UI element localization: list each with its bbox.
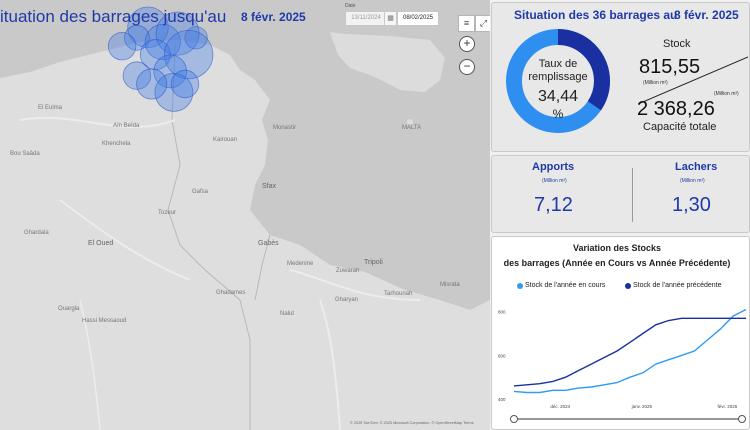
fill-rate-donut[interactable] bbox=[503, 26, 613, 136]
map-place-label: Ghadames bbox=[216, 290, 246, 296]
capacity-unit: (Million m³) bbox=[714, 91, 739, 97]
zoom-out-button[interactable]: − bbox=[459, 59, 475, 75]
map-place-label: Monastir bbox=[273, 125, 297, 131]
map-place-label: Hassi Messaoud bbox=[82, 318, 127, 324]
legend-current-marker bbox=[517, 283, 523, 289]
x-tick-label: févr. 2025 bbox=[717, 404, 737, 409]
date-filter-label: Date bbox=[345, 3, 356, 9]
map-place-label: Ouargla bbox=[58, 306, 80, 312]
map-place-label: Misrata bbox=[440, 282, 460, 288]
fill-rate-label: Taux de bbox=[538, 58, 578, 70]
map-place-label: Nalut bbox=[280, 311, 295, 317]
kpi-title: Situation des 36 barrages au bbox=[514, 8, 678, 22]
calendar-icon[interactable]: ▦ bbox=[384, 11, 397, 26]
reservoir-bubbles[interactable] bbox=[107, 6, 214, 112]
map-place-label: Tripoli bbox=[364, 259, 383, 266]
y-tick-label: 400 bbox=[498, 397, 506, 402]
focus-mode-icon[interactable]: ⤢ bbox=[475, 15, 490, 32]
map-attribution[interactable]: © 2025 TomTom, © 2025 Microsoft Corporat… bbox=[350, 421, 474, 425]
stock-value: 815,55 bbox=[639, 56, 701, 78]
reservoir-bubble[interactable] bbox=[153, 54, 188, 89]
apports-unit: (Million m³) bbox=[542, 178, 567, 184]
page-title: ituation des barrages jusqu'au bbox=[0, 7, 227, 26]
map-canvas[interactable] bbox=[0, 0, 490, 430]
map-place-label: Gharyan bbox=[335, 297, 359, 303]
reservoir-bubble[interactable] bbox=[136, 68, 168, 100]
map-place-label: Medenine bbox=[287, 261, 314, 267]
reservoir-bubble[interactable] bbox=[164, 29, 214, 80]
x-tick-label: janv. 2025 bbox=[631, 404, 653, 409]
legend-previous-marker bbox=[625, 283, 631, 289]
map-place-label: Gabès bbox=[258, 240, 279, 247]
y-tick-label: 800 bbox=[498, 310, 506, 315]
apports-label: Apports bbox=[532, 161, 575, 173]
lachers-unit: (Million m³) bbox=[680, 178, 705, 184]
kpi-card: Situation des 36 barrages au 8 févr. 202… bbox=[491, 2, 750, 152]
stock-line-chart[interactable]: 400 600 800 déc. 2024 janv. 2025 févr. 2025 bbox=[492, 299, 749, 427]
divider-line bbox=[638, 56, 748, 105]
reservoir-bubble[interactable] bbox=[107, 32, 137, 61]
reservoir-bubble[interactable] bbox=[127, 6, 169, 48]
capacity-label: Capacité totale bbox=[643, 121, 717, 133]
map-place-label: Aïn Beïda bbox=[113, 123, 140, 129]
map-place-label: El Oued bbox=[88, 240, 114, 247]
zoom-in-button[interactable]: + bbox=[459, 36, 475, 52]
page-date: 8 févr. 2025 bbox=[241, 10, 306, 24]
map-place-label: Kairouan bbox=[213, 137, 238, 143]
series-line-previous[interactable] bbox=[513, 317, 746, 387]
map-place-label: Zuwarah bbox=[336, 268, 360, 274]
legend-previous[interactable]: Stock de l'année précédente bbox=[633, 282, 722, 289]
map-visual[interactable]: ituation des barrages jusqu'au 8 févr. 2… bbox=[0, 0, 490, 430]
x-tick-label: déc. 2024 bbox=[550, 404, 570, 409]
map-place-label: El Eulma bbox=[38, 105, 63, 111]
stock-label: Stock bbox=[663, 38, 691, 50]
flows-divider bbox=[632, 168, 633, 222]
scrollbar-handle[interactable] bbox=[510, 415, 518, 423]
map-place-label: Tozeur bbox=[158, 210, 177, 216]
reservoir-bubble[interactable] bbox=[122, 61, 152, 90]
map-place-label: Bou Saâda bbox=[10, 151, 40, 157]
apports-value: 7,12 bbox=[534, 194, 573, 216]
map-place-label: Tarhounah bbox=[384, 291, 413, 297]
fill-rate-value: 34,44 bbox=[537, 88, 579, 105]
series-line-current[interactable] bbox=[513, 308, 747, 394]
chart-title: Variation des Stocks bbox=[572, 243, 662, 253]
map-place-label: Khenchela bbox=[102, 141, 131, 147]
donut-fill-arc bbox=[506, 29, 610, 133]
reservoir-bubble[interactable] bbox=[170, 69, 200, 99]
fill-rate-label: remplissage bbox=[528, 71, 588, 83]
date-from-input[interactable]: 13/11/2024 bbox=[345, 11, 387, 26]
capacity-value: 2 368,26 bbox=[637, 98, 715, 120]
stock-unit: (Million m³) bbox=[643, 80, 668, 86]
kpi-date: 8 févr. 2025 bbox=[674, 8, 739, 22]
map-place-label: Sfax bbox=[262, 183, 277, 190]
legend-current[interactable]: Stock de l'année en cours bbox=[525, 282, 606, 289]
chart-subtitle: des barrages (Année en Cours vs Année Pr… bbox=[503, 258, 731, 268]
reservoir-bubble[interactable] bbox=[123, 24, 150, 51]
date-to-input[interactable]: 08/02/2025 bbox=[397, 11, 439, 26]
variation-card: Variation des Stocks des barrages (Année… bbox=[491, 236, 750, 430]
map-place-label: MALTA bbox=[402, 125, 422, 131]
fill-rate-unit: % bbox=[552, 107, 564, 121]
map-place-label: Gafsa bbox=[192, 189, 209, 195]
lachers-value: 1,30 bbox=[672, 194, 711, 216]
scrollbar-handle[interactable] bbox=[738, 415, 746, 423]
reservoir-bubble[interactable] bbox=[184, 26, 208, 50]
flows-card: Apports (Million m³) 7,12 Lachers (Milli… bbox=[491, 155, 750, 233]
filter-icon[interactable]: ≡ bbox=[458, 15, 475, 32]
reservoir-bubble[interactable] bbox=[144, 23, 181, 61]
lachers-label: Lachers bbox=[675, 161, 718, 173]
y-tick-label: 600 bbox=[498, 353, 506, 358]
map-place-label: Ghardaia bbox=[24, 230, 49, 236]
